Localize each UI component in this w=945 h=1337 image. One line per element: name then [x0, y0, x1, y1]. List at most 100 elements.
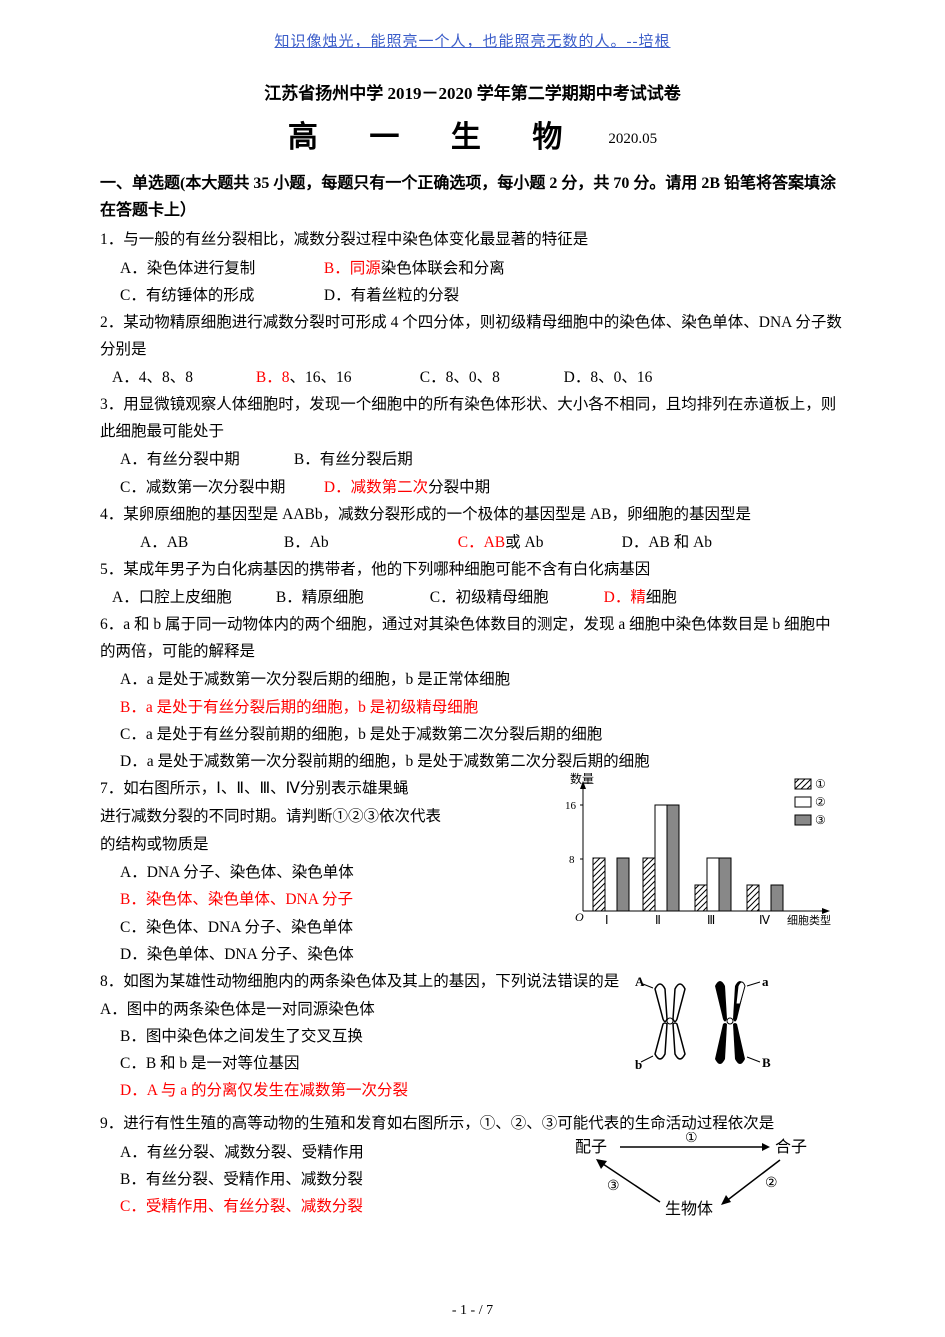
- q7-container: 7．如右图所示，Ⅰ、Ⅱ、Ⅲ、Ⅳ分别表示雄果蝇 进行减数分裂的不同时期。请判断①②…: [100, 775, 845, 968]
- bar-I-3: [617, 858, 629, 911]
- node-zygote: 合子: [775, 1138, 807, 1156]
- arrow-2-label: ②: [765, 1176, 778, 1191]
- subject-row: 高 一 生 物 2020.05: [100, 112, 845, 156]
- ytick-8: 8: [569, 854, 575, 866]
- legend-2: ②: [815, 795, 826, 809]
- q6-opt-a: A．a 是处于减数第一次分裂后期的细胞，b 是正常体细胞: [120, 666, 845, 693]
- q3-d-post: 分裂中期: [428, 479, 490, 496]
- node-gamete: 配子: [575, 1138, 607, 1156]
- q4-c-post: 或 Ab: [505, 529, 543, 556]
- label-a: a: [762, 974, 769, 989]
- q6-options: A．a 是处于减数第一次分裂后期的细胞，b 是正常体细胞 B．a 是处于有丝分裂…: [100, 666, 845, 775]
- q5-opt-a: A．口腔上皮细胞: [112, 584, 272, 611]
- arrow-1-label: ①: [685, 1132, 698, 1146]
- label-B: B: [762, 1055, 771, 1070]
- q3-options: A．有丝分裂中期 B．有丝分裂后期 C．减数第一次分裂中期 D．减数第二次分裂中…: [100, 446, 845, 500]
- q7-chart: 数量 16 8 O ① ② ③ Ⅰ Ⅱ Ⅲ Ⅳ: [555, 771, 855, 939]
- q5-opt-d: D．精细胞: [604, 584, 677, 611]
- q1-b-red: 同源: [350, 260, 381, 277]
- q6-stem: 6．a 和 b 属于同一动物体内的两个细胞，通过对其染色体数目的测定，发现 a …: [100, 611, 845, 665]
- q4-opt-a: A．AB: [140, 529, 280, 556]
- chart-xlabel: 细胞类型: [787, 913, 831, 927]
- q2-opt-a: A．4、8、8: [112, 364, 252, 391]
- q1-opt-c: C．有纺锤体的形成: [120, 282, 320, 309]
- q1-b-label: B．: [324, 260, 350, 277]
- cat-I: Ⅰ: [605, 913, 609, 927]
- q7-options: A．DNA 分子、染色体、染色单体 B．染色体、染色单体、DNA 分子 C．染色…: [100, 859, 490, 968]
- legend-1: ①: [815, 777, 826, 791]
- q9-lifecycle-diagram: 配子 合子 生物体 ① ② ③: [565, 1132, 825, 1222]
- bar-III-2: [707, 858, 719, 911]
- q2-opt-c: C．8、0、8: [420, 364, 560, 391]
- q8-chromosome-diagram: A b a B: [635, 974, 785, 1074]
- q3-opt-a: A．有丝分裂中期: [120, 446, 290, 473]
- q5-options: A．口腔上皮细胞 B．精原细胞 C．初级精母细胞 D．精细胞: [100, 584, 845, 611]
- q5-stem: 5．某成年男子为白化病基因的携带者，他的下列哪种细胞可能不含有白化病基因: [100, 556, 845, 583]
- q5-d-label: D．: [604, 584, 631, 611]
- q1-b-post: 染色体联会和分离: [381, 260, 505, 277]
- cat-III: Ⅲ: [707, 913, 715, 927]
- q4-opt-c: C．AB 或 Ab: [458, 529, 618, 556]
- bar-II-3: [667, 805, 679, 911]
- page-footer: - 1 - / 7: [0, 1303, 945, 1319]
- q8-opt-d: D．A 与 a 的分离仅发生在减数第一次分裂: [100, 1077, 845, 1104]
- q4-opt-b: B．Ab: [284, 529, 454, 556]
- q4-stem: 4．某卵原细胞的基因型是 AABb，减数分裂形成的一个极体的基因型是 AB，卵细…: [100, 501, 845, 528]
- q5-opt-c: C．初级精母细胞: [430, 584, 600, 611]
- q2-opt-b: B．8、16、16: [256, 364, 416, 391]
- q3-stem: 3．用显微镜观察人体细胞时，发现一个细胞中的所有染色体形状、大小各不相同，且均排…: [100, 391, 845, 445]
- exam-date: 2020.05: [608, 131, 657, 147]
- q7-stem-1: 7．如右图所示，Ⅰ、Ⅱ、Ⅲ、Ⅳ分别表示雄果蝇: [100, 775, 490, 802]
- arrow-3-label: ③: [607, 1179, 620, 1194]
- exam-title: 江苏省扬州中学 2019－2020 学年第二学期期中考试试卷: [100, 79, 845, 104]
- q3-d-label: D．: [324, 479, 351, 496]
- q1-options: A．染色体进行复制 B．同源染色体联会和分离 C．有纺锤体的形成 D．有着丝粒的…: [100, 255, 845, 309]
- q4-opt-d: D．AB 和 Ab: [622, 529, 712, 556]
- page-quote: 知识像烛光，能照亮一个人，也能照亮无数的人。--培根: [100, 30, 845, 51]
- bar-IV-1: [747, 885, 759, 911]
- bar-III-3: [719, 858, 731, 911]
- q9-container: 9．进行有性生殖的高等动物的生殖和发育如右图所示，①、②、③可能代表的生命活动过…: [100, 1110, 845, 1220]
- origin-o: O: [575, 910, 584, 924]
- q7-opt-b: B．染色体、染色单体、DNA 分子: [120, 886, 490, 913]
- bar-II-1: [643, 858, 655, 911]
- q3-d-red: 减数第二次: [351, 479, 429, 496]
- bar-III-1: [695, 885, 707, 911]
- q6-opt-c: C．a 是处于有丝分裂前期的细胞，b 是处于减数第二次分裂后期的细胞: [120, 721, 845, 748]
- q2-stem: 2．某动物精原细胞进行减数分裂时可形成 4 个四分体，则初级精母细胞中的染色体、…: [100, 309, 845, 363]
- q1-opt-d: D．有着丝粒的分裂: [324, 287, 459, 304]
- q7-opt-a: A．DNA 分子、染色体、染色单体: [120, 859, 490, 886]
- q1-opt-a: A．染色体进行复制: [120, 255, 320, 282]
- q5-d-red: 精: [630, 584, 646, 611]
- bar-II-2: [655, 805, 667, 911]
- node-organism: 生物体: [665, 1200, 713, 1218]
- label-A: A: [635, 974, 645, 989]
- q2-options: A．4、8、8 B．8、16、16 C．8、0、8 D．8、0、16: [100, 364, 845, 391]
- q2-b-red: B．8: [256, 364, 290, 391]
- cat-II: Ⅱ: [655, 913, 661, 927]
- q4-c-label: C．: [458, 529, 484, 556]
- section-1-header: 一、单选题(本大题共 35 小题，每题只有一个正确选项，每小题 2 分，共 70…: [100, 170, 845, 224]
- cat-IV: Ⅳ: [759, 913, 770, 927]
- q8-container: 8．如图为某雄性动物细胞内的两条染色体及其上的基因，下列说法错误的是 A．图中的…: [100, 968, 845, 1105]
- q7-opt-c: C．染色体、DNA 分子、染色单体: [120, 914, 490, 941]
- q1-stem: 1．与一般的有丝分裂相比，减数分裂过程中染色体变化最显著的特征是: [100, 226, 845, 253]
- legend-3: ③: [815, 813, 826, 827]
- q1-opt-b: B．同源染色体联会和分离: [324, 260, 505, 277]
- q4-options: A．AB B．Ab C．AB 或 Ab D．AB 和 Ab: [100, 529, 845, 556]
- q3-opt-d: D．减数第二次分裂中期: [324, 479, 490, 496]
- q2-b-post: 、16、16: [289, 364, 351, 391]
- q7-stem-2: 进行减数分裂的不同时期。请判断①②③依次代表: [100, 803, 490, 830]
- q6-opt-b: B．a 是处于有丝分裂后期的细胞，b 是初级精母细胞: [120, 694, 845, 721]
- q5-opt-b: B．精原细胞: [276, 584, 426, 611]
- subject: 高 一 生 物: [288, 121, 585, 154]
- q7-stem-3: 的结构或物质是: [100, 831, 490, 858]
- q5-d-post: 细胞: [646, 584, 677, 611]
- q3-opt-b: B．有丝分裂后期: [294, 451, 413, 468]
- q7-opt-d: D．染色单体、DNA 分子、染色体: [120, 941, 490, 968]
- q3-opt-c: C．减数第一次分裂中期: [120, 474, 320, 501]
- bar-I-1: [593, 858, 605, 911]
- q2-opt-d: D．8、0、16: [564, 364, 653, 391]
- ytick-16: 16: [565, 800, 577, 812]
- label-b: b: [635, 1057, 642, 1072]
